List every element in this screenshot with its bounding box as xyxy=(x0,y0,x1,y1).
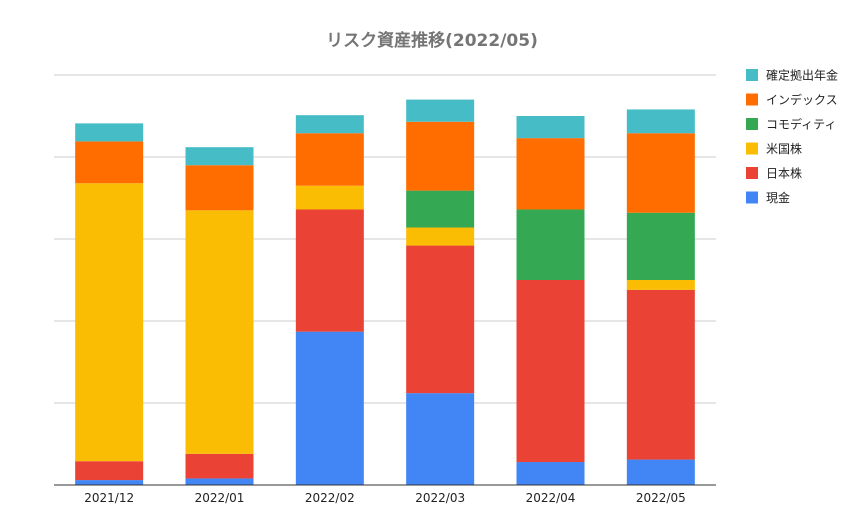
bar-segment xyxy=(185,147,254,166)
bar-segment xyxy=(75,461,144,481)
bar-segment xyxy=(516,116,585,139)
bar-segment xyxy=(295,133,364,186)
legend-swatch xyxy=(746,118,758,130)
bar-segment xyxy=(406,245,475,394)
bars xyxy=(75,99,695,485)
legend-swatch xyxy=(746,167,758,179)
bar-segment xyxy=(185,453,254,479)
x-tick-label: 2022/02 xyxy=(305,491,355,505)
bar-segment xyxy=(406,99,475,122)
legend-label: 日本株 xyxy=(766,166,802,181)
bar-segment xyxy=(516,462,585,485)
bar-segment xyxy=(406,121,475,191)
bar-segment xyxy=(406,227,475,246)
bar-segment xyxy=(295,331,364,485)
bar-segment xyxy=(185,478,254,485)
bar-segment xyxy=(626,212,695,280)
x-tick-label: 2021/12 xyxy=(84,491,134,505)
legend-label: コモディティ xyxy=(766,117,836,132)
x-tick-label: 2022/01 xyxy=(195,491,245,505)
bar-segment xyxy=(626,459,695,485)
legend-label: 米国株 xyxy=(766,141,802,156)
bar-segment xyxy=(406,393,475,485)
bar-segment xyxy=(626,280,695,290)
bar-segment xyxy=(626,109,695,134)
legend-swatch xyxy=(746,69,758,81)
bar-segment xyxy=(295,115,364,134)
legend-label: インデックス xyxy=(766,92,838,107)
bar-segment xyxy=(516,138,585,210)
bar-segment xyxy=(75,123,144,142)
x-tick-label: 2022/05 xyxy=(636,491,686,505)
bar-segment xyxy=(75,141,144,184)
bar-segment xyxy=(626,289,695,460)
bar-segment xyxy=(516,209,585,280)
legend-swatch xyxy=(746,142,758,155)
bar-segment xyxy=(516,280,585,463)
bar-segment xyxy=(75,183,144,462)
gridlines xyxy=(54,74,716,404)
x-tick-label: 2022/03 xyxy=(415,491,465,505)
legend-label: 確定拠出年金 xyxy=(766,68,838,83)
bar-segment xyxy=(295,185,364,210)
legend-swatch xyxy=(746,93,758,106)
bar-segment xyxy=(185,165,254,211)
bar-segment xyxy=(185,210,254,454)
x-axis: 2021/12 2022/01 2022/02 2022/03 2022/04 2022/… xyxy=(54,484,716,505)
bar-segment xyxy=(295,209,364,332)
bar-segment xyxy=(406,190,475,228)
bar-segment xyxy=(626,133,695,213)
bar-segment xyxy=(75,480,144,485)
legend-swatch xyxy=(746,191,758,204)
legend-label: 現金 xyxy=(766,190,790,205)
x-tick-label: 2022/04 xyxy=(526,491,576,505)
chart-title: リスク資産推移(2022/05) xyxy=(326,30,538,51)
